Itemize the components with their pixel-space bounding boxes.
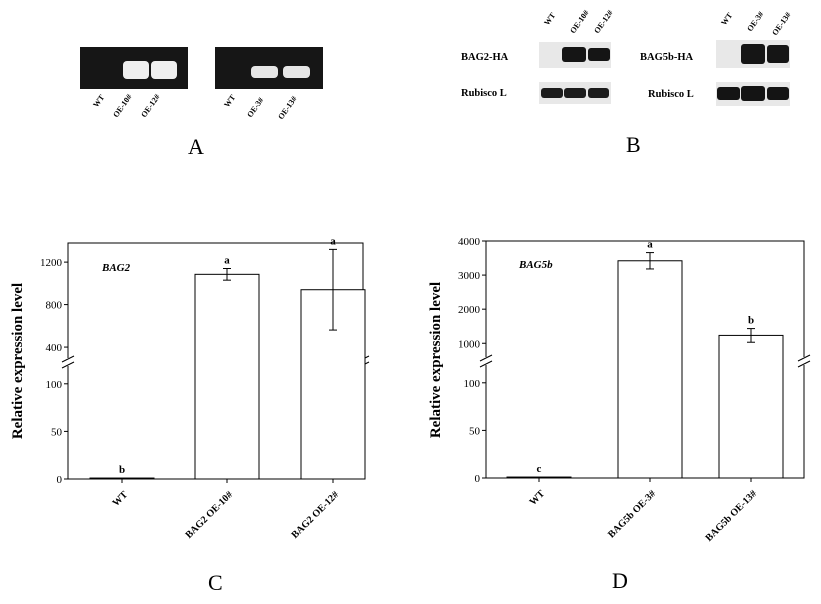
blot-bag2: WT OE-10# OE-12# BAG2-HA Rubisco L <box>461 8 615 104</box>
y-axis-label: Relative expression level <box>428 282 444 438</box>
bar <box>718 334 784 479</box>
y-tick-label: 3000 <box>458 270 481 282</box>
axis-break-mark <box>797 354 811 362</box>
lane-label: OE-10# <box>568 8 590 35</box>
blot-band <box>541 88 563 98</box>
blot-band <box>767 45 789 63</box>
gel-band <box>283 66 310 78</box>
bar <box>194 273 260 480</box>
y-tick-label: 1000 <box>458 338 481 350</box>
panel-b: WT OE-10# OE-12# BAG2-HA Rubisco L WT OE… <box>461 8 793 157</box>
lane-label: OE-13# <box>276 94 298 121</box>
bar-break-gap <box>619 357 681 365</box>
axis-break-mark <box>797 360 811 368</box>
axis-break-mark <box>61 355 75 363</box>
x-category-label: WT <box>111 489 131 509</box>
lane-label: OE-13# <box>770 10 792 37</box>
gel-bag5b: WT OE-3# OE-13# <box>215 47 323 121</box>
blot-row-label: BAG5b-HA <box>640 52 694 63</box>
bar-break-gap <box>720 357 782 365</box>
chart-c: 0 50 100 400 800 1200 Relative expression leve… <box>10 235 371 541</box>
lane-label: OE-12# <box>139 92 161 119</box>
lane-label: OE-10# <box>111 92 133 119</box>
axis-break-mark <box>479 354 493 362</box>
y-tick-label: 800 <box>46 300 63 312</box>
significance-letter: c <box>537 463 542 475</box>
y-tick-label: 50 <box>469 425 481 437</box>
blot-band <box>564 88 586 98</box>
y-tick-label: 0 <box>475 473 481 485</box>
lane-label: WT <box>542 11 557 28</box>
x-category-label: BAG2 OE-10# <box>184 489 236 541</box>
axis-break-mark <box>61 361 75 369</box>
blot-band <box>717 87 740 100</box>
panel-a: WT OE-10# OE-12# WT OE-3# OE-13# A <box>80 47 323 159</box>
panel-letter-b: B <box>626 132 641 157</box>
gel-band <box>151 61 177 79</box>
lane-label: OE-3# <box>245 96 265 119</box>
significance-letter: b <box>119 464 125 476</box>
axis-break-gap <box>60 358 76 366</box>
significance-letter: a <box>224 254 230 266</box>
blot-band <box>588 48 610 61</box>
x-category-label: WT <box>528 488 548 508</box>
y-tick-label: 4000 <box>458 236 481 248</box>
x-category-label: BAG5b OE-3# <box>606 488 658 540</box>
y-tick-label: 2000 <box>458 304 481 316</box>
bar-break-gap <box>302 358 364 366</box>
panel-letter-d: D <box>612 568 628 593</box>
blot-band <box>767 87 789 100</box>
lane-label: WT <box>719 11 734 28</box>
significance-letter: a <box>330 235 336 247</box>
blot-bag5b: WT OE-3# OE-13# BAG5b-HA Rubisco L <box>640 10 793 106</box>
blot-band <box>588 88 609 98</box>
x-category-label: BAG2 OE-12# <box>290 489 342 541</box>
y-tick-label: 400 <box>46 342 63 354</box>
y-tick-label: 100 <box>464 378 481 390</box>
blot-band <box>741 44 765 64</box>
bar <box>89 477 155 480</box>
y-tick-label: 50 <box>51 426 63 438</box>
bar-break-gap <box>196 358 258 366</box>
chart-d: 0 50 100 1000 2000 3000 4000 Relative expressio… <box>428 236 812 544</box>
gel-bag2: WT OE-10# OE-12# <box>80 47 188 119</box>
lane-label: WT <box>222 93 237 110</box>
panel-letter-a: A <box>188 134 204 159</box>
bar <box>506 476 572 479</box>
lane-label: WT <box>91 93 106 110</box>
panel-letter-c: C <box>208 570 223 595</box>
axis-break-gap <box>478 357 494 365</box>
blot-band <box>562 47 586 62</box>
blot-band <box>741 86 765 101</box>
lane-label: OE-3# <box>745 10 765 33</box>
y-tick-label: 100 <box>46 379 63 391</box>
gene-label: BAG5b <box>518 259 553 271</box>
gel-band <box>251 66 278 78</box>
axis-break-mark <box>479 360 493 368</box>
lane-label: OE-12# <box>592 8 614 35</box>
bar <box>617 260 683 479</box>
y-tick-label: 1200 <box>40 257 63 269</box>
significance-letter: b <box>748 315 754 327</box>
x-category-label: BAG5b OE-13# <box>704 488 760 544</box>
axis-break-gap <box>796 357 812 365</box>
y-axis-label: Relative expression level <box>10 283 26 439</box>
significance-letter: a <box>647 239 653 251</box>
gene-label: BAG2 <box>101 262 131 274</box>
blot-row-label: Rubisco L <box>648 89 694 100</box>
y-tick-label: 0 <box>57 474 63 486</box>
gel-band <box>123 61 149 79</box>
blot-row-label: Rubisco L <box>461 88 507 99</box>
blot-row-label: BAG2-HA <box>461 52 509 63</box>
